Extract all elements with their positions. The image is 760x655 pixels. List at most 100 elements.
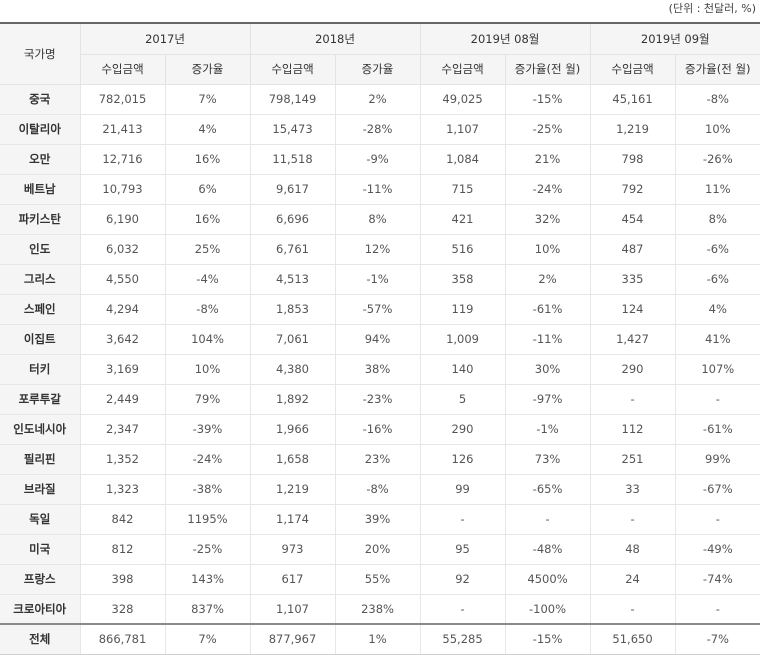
import-statistics-table: 국가명 2017년 2018년 2019년 08월 2019년 09월 수입금액…	[0, 22, 760, 655]
data-cell: -61%	[504, 293, 591, 325]
country-cell: 전체	[0, 623, 81, 655]
column-header-growth-rate-mom: 증가율(전 월)	[504, 53, 591, 85]
data-cell: 1,853	[249, 293, 336, 325]
data-cell: 10,793	[79, 173, 166, 205]
table-row: 프랑스 398 143% 617 55% 92 4500% 24 -74%	[0, 563, 760, 595]
data-cell: 1,892	[249, 383, 336, 415]
country-cell: 터키	[0, 353, 81, 385]
country-cell: 베트남	[0, 173, 81, 205]
data-cell: 4500%	[504, 563, 591, 595]
country-cell: 독일	[0, 503, 81, 535]
data-cell: 1%	[334, 623, 421, 655]
data-cell: -100%	[504, 593, 591, 625]
data-cell: -49%	[674, 533, 760, 565]
data-cell: 1,107	[249, 593, 336, 625]
data-cell: -74%	[674, 563, 760, 595]
table-row-total: 전체 866,781 7% 877,967 1% 55,285 -15% 51,…	[0, 623, 760, 655]
data-cell: -38%	[164, 473, 251, 505]
data-cell: -26%	[674, 143, 760, 175]
data-cell: -24%	[164, 443, 251, 475]
data-cell: 79%	[164, 383, 251, 415]
country-cell: 스페인	[0, 293, 81, 325]
data-cell: 1195%	[164, 503, 251, 535]
data-cell: 2%	[504, 263, 591, 295]
data-cell: -61%	[674, 413, 760, 445]
data-cell: 112	[589, 413, 676, 445]
column-header-growth-rate: 증가율	[334, 53, 421, 85]
data-cell: 290	[589, 353, 676, 385]
data-cell: 812	[79, 533, 166, 565]
data-cell: 1,219	[589, 113, 676, 145]
table-row: 포루투갈 2,449 79% 1,892 -23% 5 -97% - -	[0, 383, 760, 415]
table-row: 독일 842 1195% 1,174 39% - - - -	[0, 503, 760, 535]
data-cell: 8%	[334, 203, 421, 235]
data-cell: -9%	[334, 143, 421, 175]
data-cell: 51,650	[589, 623, 676, 655]
data-cell: 335	[589, 263, 676, 295]
data-cell: 7%	[164, 623, 251, 655]
data-cell: 487	[589, 233, 676, 265]
data-cell: 126	[419, 443, 506, 475]
country-cell: 크로아티아	[0, 593, 81, 625]
data-cell: -39%	[164, 413, 251, 445]
data-cell: 2,347	[79, 413, 166, 445]
table-row: 그리스 4,550 -4% 4,513 -1% 358 2% 335 -6%	[0, 263, 760, 295]
data-cell: 143%	[164, 563, 251, 595]
country-cell: 미국	[0, 533, 81, 565]
data-cell: 99	[419, 473, 506, 505]
column-header-country: 국가명	[0, 22, 81, 85]
country-cell: 필리핀	[0, 443, 81, 475]
data-cell: 39%	[334, 503, 421, 535]
data-cell: 107%	[674, 353, 760, 385]
data-cell: 516	[419, 233, 506, 265]
data-cell: 1,107	[419, 113, 506, 145]
data-cell: 4%	[674, 293, 760, 325]
header-row-metrics: 수입금액 증가율 수입금액 증가율 수입금액 증가율(전 월) 수입금액 증가율…	[0, 53, 760, 85]
table-row: 오만 12,716 16% 11,518 -9% 1,084 21% 798 -26%	[0, 143, 760, 175]
data-cell: 20%	[334, 533, 421, 565]
data-cell: 1,966	[249, 413, 336, 445]
data-cell: 11%	[674, 173, 760, 205]
data-cell: -8%	[334, 473, 421, 505]
table-row: 크로아티아 328 837% 1,107 238% - -100% - -	[0, 593, 760, 625]
data-cell: 798,149	[249, 83, 336, 115]
data-cell: -	[419, 593, 506, 625]
data-cell: 23%	[334, 443, 421, 475]
data-cell: 11,518	[249, 143, 336, 175]
data-cell: 12%	[334, 233, 421, 265]
data-cell: -65%	[504, 473, 591, 505]
country-cell: 포루투갈	[0, 383, 81, 415]
data-cell: 21%	[504, 143, 591, 175]
country-cell: 이탈리아	[0, 113, 81, 145]
data-cell: 5	[419, 383, 506, 415]
country-cell: 인도	[0, 233, 81, 265]
data-cell: 10%	[164, 353, 251, 385]
data-cell: 94%	[334, 323, 421, 355]
column-header-import-amount: 수입금액	[419, 53, 506, 85]
data-cell: -23%	[334, 383, 421, 415]
data-cell: 617	[249, 563, 336, 595]
data-cell: 4,513	[249, 263, 336, 295]
data-cell: 238%	[334, 593, 421, 625]
data-cell: -57%	[334, 293, 421, 325]
data-cell: 49,025	[419, 83, 506, 115]
column-header-growth-rate-mom: 증가율(전 월)	[674, 53, 760, 85]
data-cell: 2%	[334, 83, 421, 115]
data-cell: -	[589, 383, 676, 415]
data-cell: 12,716	[79, 143, 166, 175]
data-cell: 25%	[164, 233, 251, 265]
country-cell: 프랑스	[0, 563, 81, 595]
unit-note: (단위 : 천달러, %)	[668, 2, 756, 15]
data-cell: 99%	[674, 443, 760, 475]
data-cell: 16%	[164, 203, 251, 235]
data-cell: -	[674, 593, 760, 625]
data-cell: -	[589, 593, 676, 625]
data-cell: 6,190	[79, 203, 166, 235]
data-cell: -1%	[504, 413, 591, 445]
data-cell: 104%	[164, 323, 251, 355]
data-cell: 837%	[164, 593, 251, 625]
data-cell: 124	[589, 293, 676, 325]
data-cell: 842	[79, 503, 166, 535]
table-row: 인도 6,032 25% 6,761 12% 516 10% 487 -6%	[0, 233, 760, 265]
data-cell: -6%	[674, 233, 760, 265]
